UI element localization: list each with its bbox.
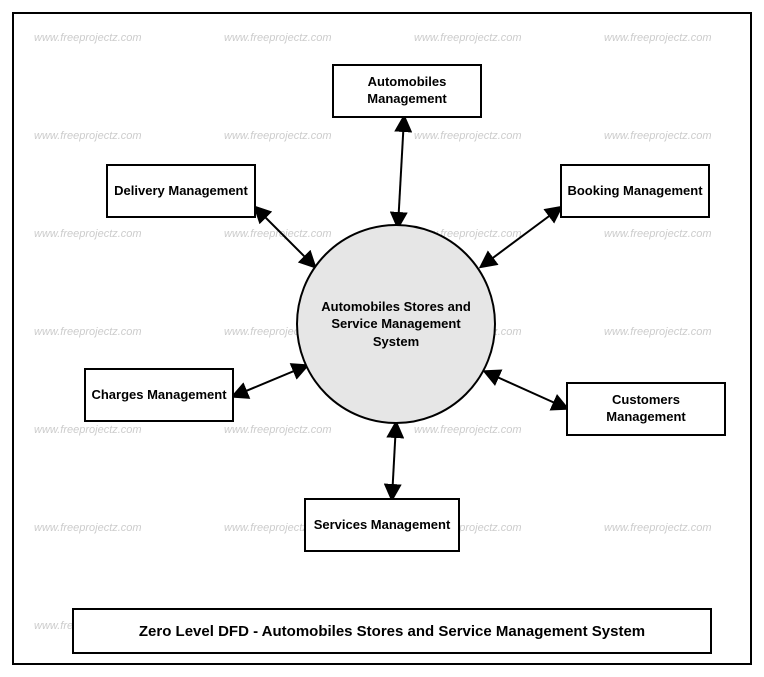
center-process-label: Automobiles Stores and Service Managemen…	[308, 298, 484, 351]
entity-label: Booking Management	[567, 183, 702, 200]
diagram-frame: www.freeprojectz.comwww.freeprojectz.com…	[12, 12, 752, 665]
entity-label: Automobiles Management	[338, 74, 476, 108]
caption-text: Zero Level DFD - Automobiles Stores and …	[139, 623, 645, 640]
entity-services: Services Management	[304, 498, 460, 552]
entity-label: Services Management	[314, 517, 451, 534]
caption-box: Zero Level DFD - Automobiles Stores and …	[72, 608, 712, 654]
arrow-line	[234, 366, 306, 396]
arrow-line	[482, 208, 560, 266]
entity-automobiles: Automobiles Management	[332, 64, 482, 118]
center-process: Automobiles Stores and Service Managemen…	[296, 224, 496, 424]
arrow-line	[486, 372, 566, 408]
entity-label: Customers Management	[572, 392, 720, 426]
arrow-line	[256, 208, 314, 266]
arrow-line	[398, 118, 404, 226]
diagram-layer: Automobiles Stores and Service Managemen…	[14, 14, 750, 663]
entity-label: Charges Management	[91, 387, 226, 404]
arrow-line	[392, 424, 396, 498]
entity-label: Delivery Management	[114, 183, 248, 200]
entity-delivery: Delivery Management	[106, 164, 256, 218]
entity-booking: Booking Management	[560, 164, 710, 218]
entity-charges: Charges Management	[84, 368, 234, 422]
entity-customers: Customers Management	[566, 382, 726, 436]
